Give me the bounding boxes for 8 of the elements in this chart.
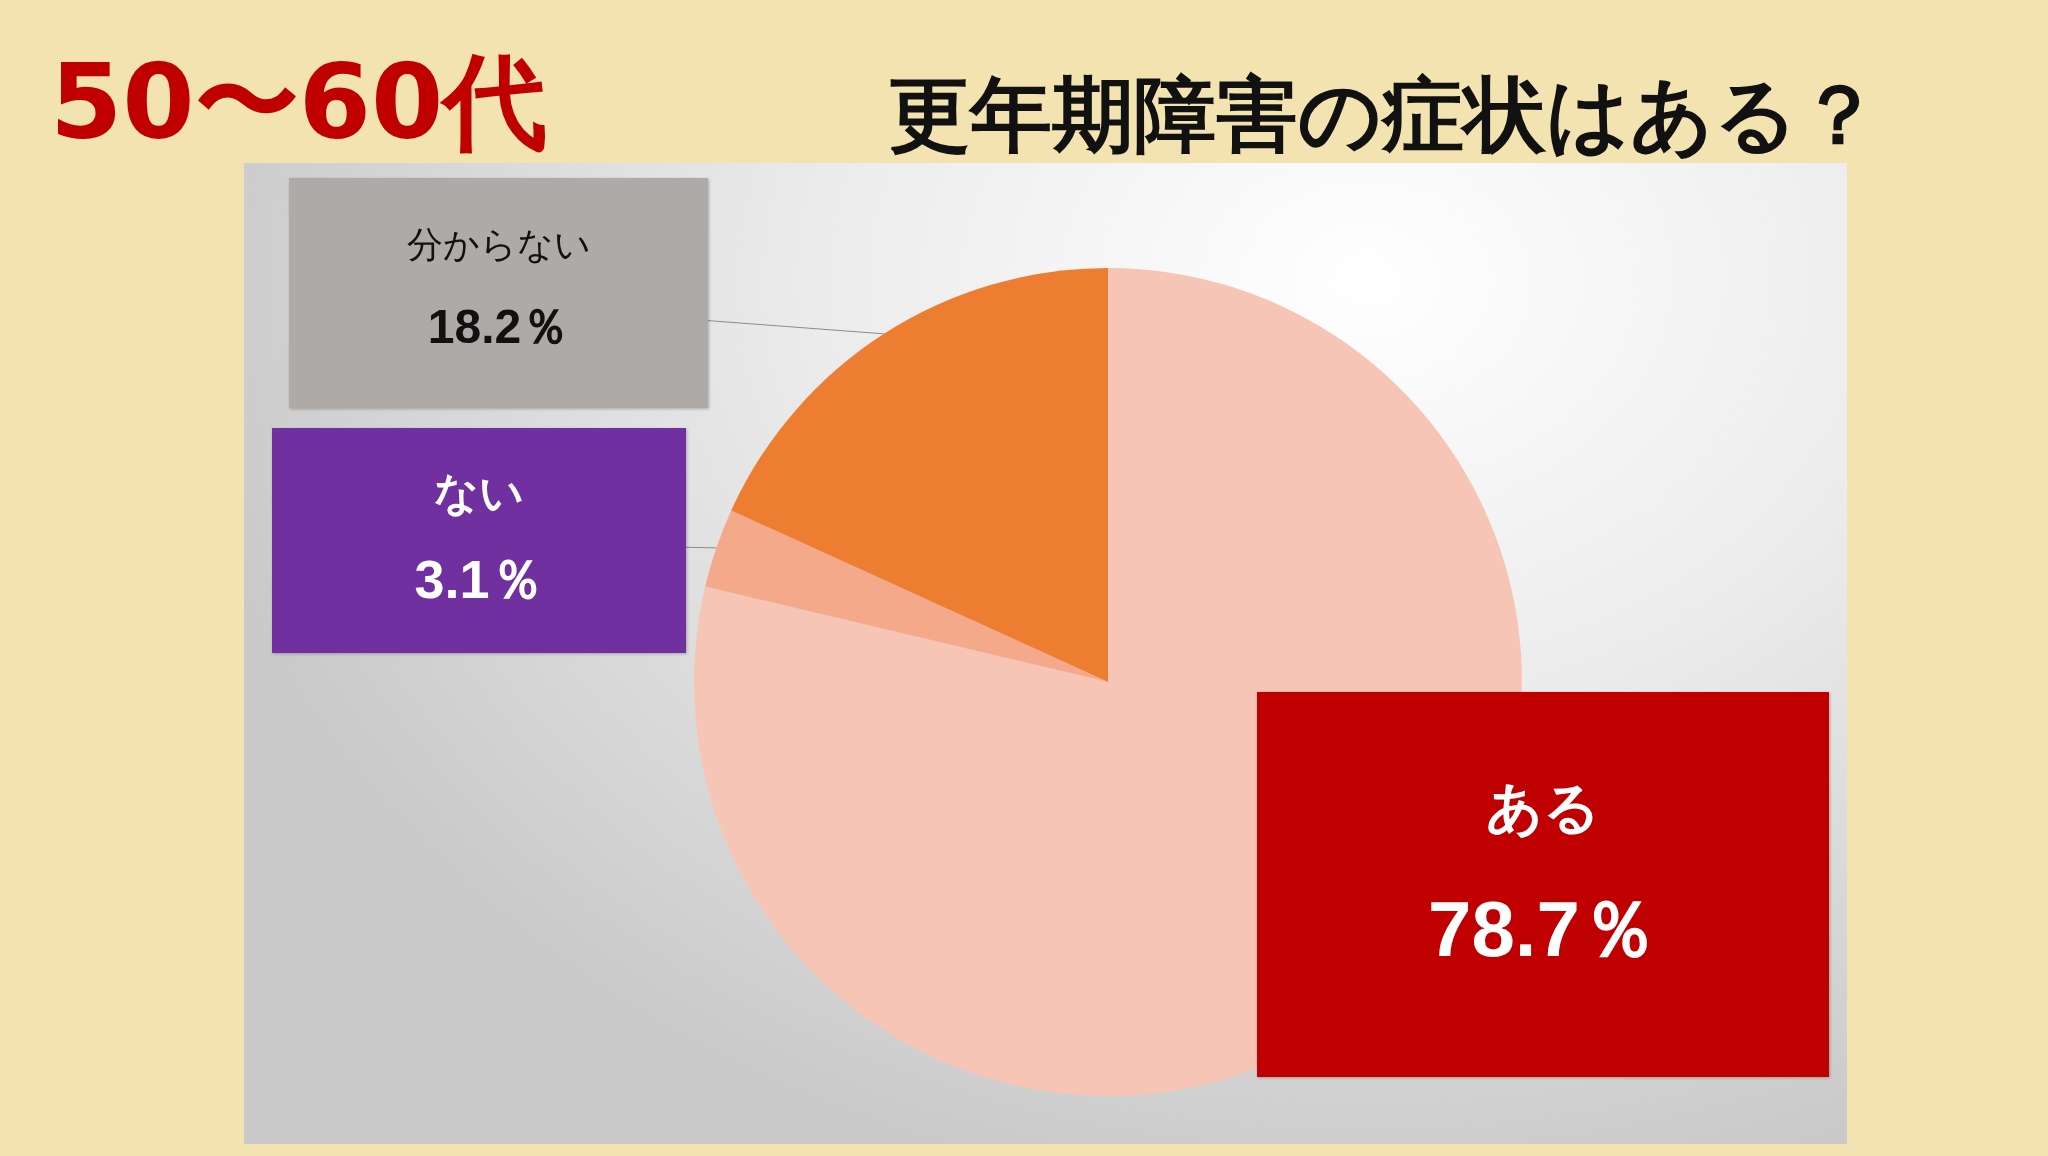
data-label: 78.7％ xyxy=(1428,885,1658,974)
slice-label: ある xyxy=(1486,775,1600,839)
slice-label: ない xyxy=(434,467,524,517)
data-label: 3.1％ xyxy=(414,549,544,610)
slice-label: 分からない xyxy=(406,223,591,265)
chart-subtitle: 50〜60代 xyxy=(50,41,548,163)
chart-title: 更年期障害の症状はある？ xyxy=(888,67,1880,162)
data-label: 18.2％ xyxy=(427,300,570,354)
